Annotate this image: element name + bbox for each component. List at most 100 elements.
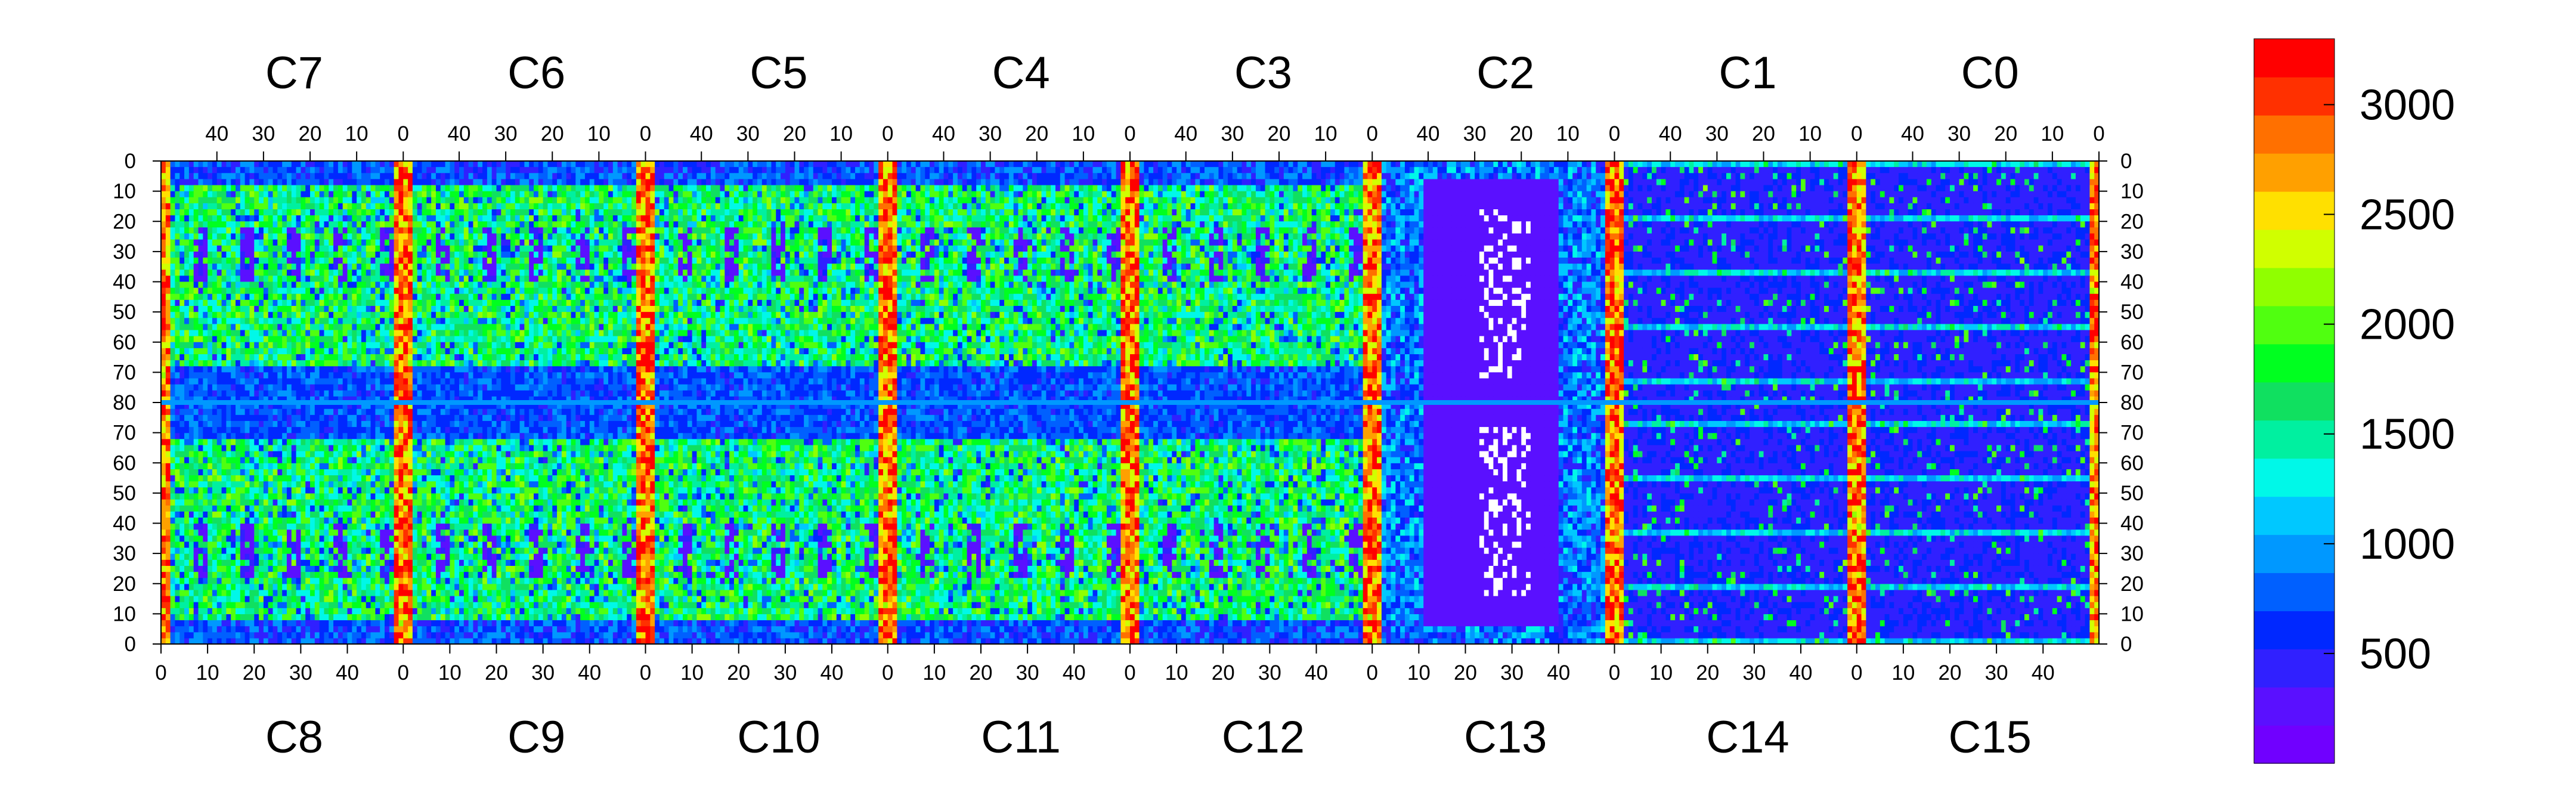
heatmap-cell [338,578,343,584]
heatmap-cell [333,348,338,355]
heatmap-cell [445,209,450,216]
heatmap-cell [338,258,343,264]
heatmap-cell [636,209,641,216]
heatmap-cell [385,215,389,222]
heatmap-cell [506,203,510,210]
heatmap-cell [599,197,603,204]
heatmap-cell [394,209,399,216]
heatmap-cell [375,535,380,542]
heatmap-cell [222,638,227,645]
heatmap-cell [343,209,348,216]
heatmap-cell [208,385,212,391]
heatmap-cell [380,173,385,179]
heatmap-cell [464,221,469,228]
heatmap-cell [394,360,399,367]
heatmap-cell [249,312,254,318]
heatmap-cell [566,197,571,204]
heatmap-cell [398,602,403,608]
heatmap-cell [352,620,357,627]
heatmap-cell [264,203,268,210]
heatmap-cell [366,517,371,524]
heatmap-cell [301,517,305,524]
heatmap-cell [324,463,329,469]
heatmap-cell [380,191,385,198]
heatmap-cell [282,572,287,578]
heatmap-cell [510,179,515,185]
heatmap-cell [254,511,259,518]
heatmap-cell [179,427,184,434]
heatmap-cell [305,270,310,276]
heatmap-cell [324,294,329,301]
heatmap-cell [203,336,208,343]
heatmap-cell [398,408,403,415]
heatmap-cell [305,264,310,270]
heatmap-cell [259,294,264,301]
heatmap-cell [599,173,603,179]
heatmap-cell [166,391,171,397]
heatmap-cell [259,282,264,289]
heatmap-cell [222,572,227,578]
heatmap-cell [259,408,264,415]
heatmap-cell [296,275,301,282]
heatmap-cell [249,445,254,451]
heatmap-cell [608,161,613,168]
heatmap-cell [492,185,497,192]
heatmap-cell [249,451,254,457]
heatmap-cell [199,221,203,228]
heatmap-cell [380,203,385,210]
heatmap-cell [277,427,282,434]
heatmap-cell [329,300,333,306]
heatmap-cell [557,179,562,185]
heatmap-cell [315,246,320,252]
heatmap-cell [366,408,371,415]
heatmap-cell [217,161,222,168]
heatmap-cell [385,288,389,295]
heatmap-cell [254,246,259,252]
heatmap-cell [575,252,580,258]
heatmap-cell [636,167,641,174]
heatmap-cell [175,348,179,355]
heatmap-cell [515,197,520,204]
heatmap-cell [426,173,431,179]
heatmap-cell [413,221,417,228]
heatmap-cell [282,511,287,518]
heatmap-cell [394,559,399,566]
heatmap-cell [389,197,394,204]
heatmap-cell [329,354,333,361]
heatmap-cell [245,439,250,445]
heatmap-cell [175,481,179,488]
heatmap-cell [305,626,310,633]
heatmap-cell [613,191,618,198]
heatmap-cell [264,270,268,276]
heatmap-cell [212,596,217,602]
heatmap-cell [310,427,315,434]
heatmap-cell [534,185,538,192]
heatmap-cell [375,191,380,198]
heatmap-cell [217,565,222,572]
heatmap-cell [375,584,380,590]
heatmap-cell [199,234,203,240]
heatmap-cell [249,197,254,204]
heatmap-cell [315,578,320,584]
heatmap-cell [394,252,399,258]
heatmap-cell [403,197,408,204]
heatmap-cell [348,414,352,421]
heatmap-cell [524,240,529,246]
heatmap-cell [254,481,259,488]
heatmap-cell [268,360,273,367]
heatmap-cell [282,234,287,240]
heatmap-cell [184,270,189,276]
heatmap-cell [366,161,371,168]
heatmap-cell [366,240,371,246]
heatmap-cell [189,433,194,439]
heatmap-cell [305,209,310,216]
heatmap-cell [305,445,310,451]
heatmap-cell [524,246,529,252]
heatmap-cell [487,221,492,228]
heatmap-cell [268,173,273,179]
heatmap-cell [510,246,515,252]
heatmap-cell [389,342,394,349]
heatmap-cell [599,191,603,198]
heatmap-cell [348,167,352,174]
heatmap-cell [171,481,175,488]
